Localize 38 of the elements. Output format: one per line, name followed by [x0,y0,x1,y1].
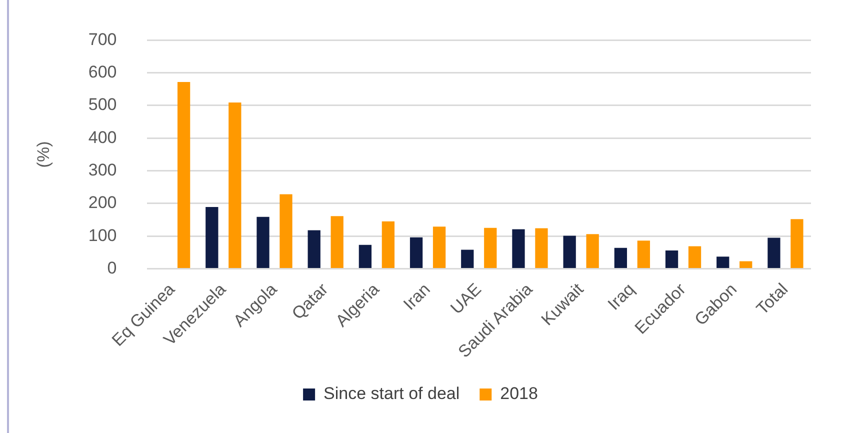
bar [358,244,372,268]
legend-label: 2018 [500,384,538,404]
bar [614,248,627,268]
y-tick-label: 100 [88,226,117,245]
bar [177,82,190,268]
y-tick-label: 700 [88,30,117,49]
bar [228,102,242,268]
bar [637,240,650,268]
bar [563,236,576,268]
y-axis-title: (%) [34,141,53,168]
y-tick-label: 300 [88,160,117,180]
y-tick-label: 200 [88,193,117,212]
y-tick-label: 0 [107,258,117,278]
bar [330,216,344,268]
bar [716,256,730,268]
legend-label: Since start of deal [324,384,460,404]
bar [432,226,446,268]
bar [256,216,270,268]
bar [410,237,423,268]
bar [308,230,320,268]
x-tick-label: Iraq [604,280,638,314]
x-tick-label: Iran [400,280,434,314]
bar [768,238,780,268]
bar [280,194,292,268]
bar [740,261,752,268]
y-tick-label: 400 [88,128,117,147]
bar [484,228,497,268]
bar [206,207,218,268]
bar [512,229,525,268]
bar [535,228,548,268]
bar [665,250,678,268]
bar [688,246,702,268]
y-tick-label: 600 [88,62,117,82]
y-tick-label: 500 [88,95,117,114]
bar [382,221,395,268]
bar [790,219,804,268]
bar [461,250,474,268]
bar [586,234,599,268]
